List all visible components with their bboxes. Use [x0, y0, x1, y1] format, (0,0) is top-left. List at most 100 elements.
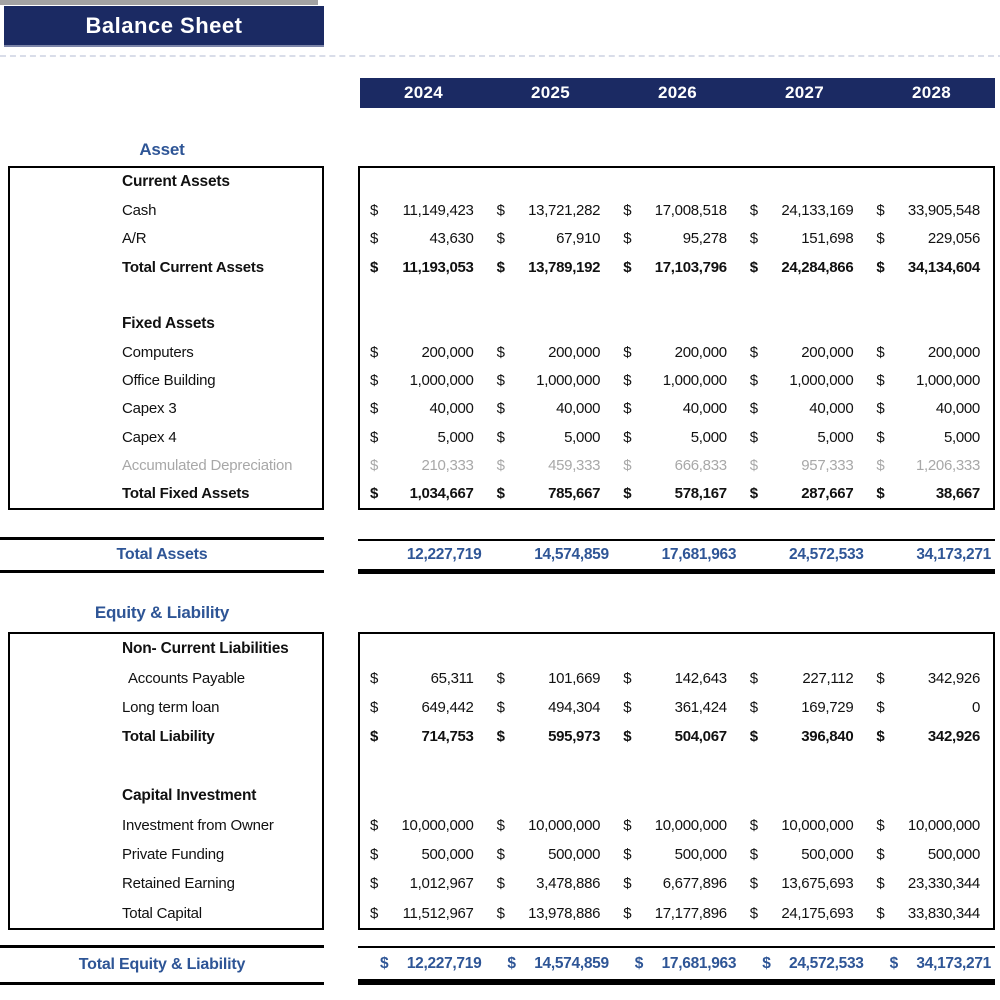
value-cell: $714,753: [360, 722, 487, 751]
cell-value: 229,056: [927, 230, 980, 248]
value-cell: $33,830,344: [866, 899, 993, 928]
value-cell: $0: [866, 693, 993, 722]
currency-symbol: $: [749, 258, 758, 276]
currency-symbol: $: [507, 954, 516, 972]
cell-value: 500,000: [927, 845, 980, 863]
value-cell: $342,926: [866, 663, 993, 692]
cell-value: 13,789,192: [528, 258, 601, 276]
currency-symbol: $: [370, 201, 379, 219]
currency-symbol: $: [749, 343, 758, 361]
cell-value: 5,000: [943, 428, 980, 446]
value-cell: $200,000: [360, 338, 487, 366]
total-assets-values-row: 12,227,719 14,574,859 17,681,963 24,572,533…: [358, 541, 995, 569]
cell-value: 151,698: [801, 230, 854, 248]
currency-symbol: $: [370, 371, 379, 389]
accumulated-depreciation-values-row: $210,333 $459,333 $666,833 $957,333 $1,206,3…: [360, 451, 993, 479]
currency-symbol: $: [876, 343, 885, 361]
label-investment-from-owner: Investment from Owner: [122, 816, 274, 834]
value-cell: $33,905,548: [866, 196, 993, 224]
cell-value: 34,173,271: [916, 546, 991, 563]
cell-value: 38,667: [935, 485, 980, 503]
currency-symbol: $: [876, 428, 885, 446]
total-equity-liability-values-band: $12,227,719 $14,574,859 $17,681,963 $24,572…: [358, 946, 995, 985]
value-cell: $10,000,000: [740, 810, 867, 839]
cell-value: 200,000: [421, 343, 474, 361]
value-cell: $1,000,000: [866, 366, 993, 394]
currency-symbol: $: [496, 728, 505, 746]
value-cell: $17,177,896: [613, 899, 740, 928]
cell-value: 10,000,000: [528, 816, 601, 834]
currency-symbol: $: [623, 485, 632, 503]
currency-symbol: $: [370, 845, 379, 863]
currency-symbol: $: [634, 954, 644, 972]
cell-value: 33,905,548: [907, 201, 980, 219]
currency-symbol: $: [370, 230, 379, 248]
cell-value: 1,034,667: [409, 485, 474, 503]
currency-symbol: $: [876, 400, 885, 418]
currency-symbol: $: [749, 456, 758, 474]
currency-symbol: $: [876, 230, 885, 248]
label-capex-4: Capex 4: [122, 428, 177, 446]
spacer-row: [360, 281, 993, 309]
cell-value: 34,134,604: [907, 258, 980, 276]
private-funding-values-row: $500,000 $500,000 $500,000 $500,000 $500,000: [360, 840, 993, 869]
cell-value: 500,000: [548, 845, 601, 863]
cell-value: 142,643: [674, 669, 727, 687]
cell-value: 200,000: [548, 343, 601, 361]
cell-value: 40,000: [935, 400, 980, 418]
label-capex-3: Capex 3: [122, 400, 177, 418]
value-cell: $3,478,886: [487, 869, 614, 898]
currency-symbol: $: [496, 485, 505, 503]
currency-symbol: $: [623, 816, 632, 834]
value-cell: $1,012,967: [360, 869, 487, 898]
value-cell: $169,729: [740, 693, 867, 722]
cell-value: 10,000,000: [401, 816, 474, 834]
value-cell: $67,910: [487, 225, 614, 253]
currency-symbol: $: [370, 904, 379, 922]
cell-value: 95,278: [682, 230, 727, 248]
currency-symbol: $: [496, 816, 505, 834]
cell-value: 3,478,886: [536, 875, 601, 893]
cell-value: 5,000: [690, 428, 727, 446]
value-cell: $13,675,693: [740, 869, 867, 898]
cell-value: 1,206,333: [915, 456, 980, 474]
value-cell: $396,840: [740, 722, 867, 751]
value-cell: $43,630: [360, 225, 487, 253]
cell-value: 11,149,423: [402, 201, 474, 219]
label-retained-earning: Retained Earning: [122, 875, 235, 893]
value-cell: $1,206,333: [866, 451, 993, 479]
value-cell: $142,643: [613, 663, 740, 692]
label-fixed-assets: Fixed Assets: [122, 314, 215, 332]
value-cell: $10,000,000: [487, 810, 614, 839]
value-cell: $40,000: [740, 395, 867, 423]
currency-symbol: $: [749, 698, 758, 716]
currency-symbol: $: [496, 904, 505, 922]
currency-symbol: $: [749, 400, 758, 418]
label-noncurrent-liabilities: Non- Current Liabilities: [122, 639, 289, 657]
value-cell: $24,572,533: [740, 948, 867, 979]
currency-symbol: $: [623, 258, 632, 276]
cell-value: 11,512,967: [402, 904, 474, 922]
currency-symbol: $: [876, 456, 885, 474]
cell-value: 500,000: [801, 845, 854, 863]
cell-value: 17,681,963: [661, 954, 737, 972]
value-cell: $40,000: [866, 395, 993, 423]
cell-value: 1,000,000: [536, 371, 601, 389]
cell-value: 24,572,533: [789, 954, 864, 972]
currency-symbol: $: [876, 371, 885, 389]
value-cell: $595,973: [487, 722, 614, 751]
value-cell: $649,442: [360, 693, 487, 722]
value-cell: $13,978,886: [487, 899, 614, 928]
currency-symbol: $: [749, 845, 758, 863]
cell-value: 957,333: [801, 456, 854, 474]
spacer-row: [10, 281, 322, 309]
label-cash: Cash: [122, 201, 157, 219]
value-cell: $494,304: [487, 693, 614, 722]
currency-symbol: $: [876, 258, 885, 276]
value-cell: 34,173,271: [868, 541, 995, 569]
value-cell: $1,000,000: [740, 366, 867, 394]
value-cell: $227,112: [740, 663, 867, 692]
value-cell: $40,000: [360, 395, 487, 423]
cell-value: 13,721,282: [528, 201, 601, 219]
value-cell: $200,000: [866, 338, 993, 366]
